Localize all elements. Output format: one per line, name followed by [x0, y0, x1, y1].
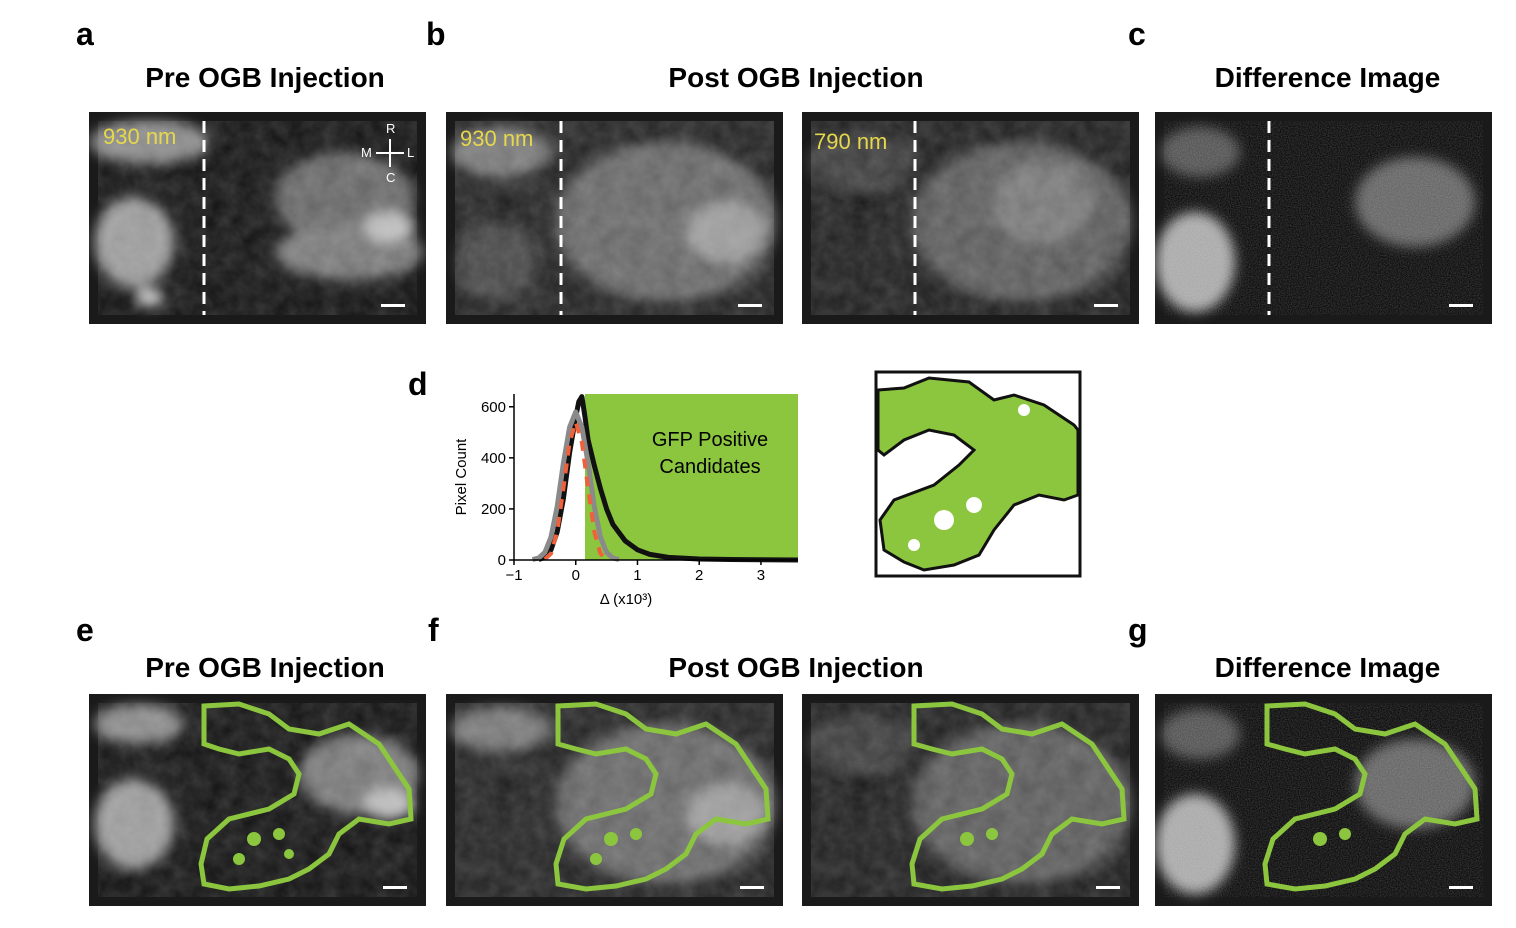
scale-bar: [383, 886, 407, 889]
title-diff-bottom: Difference Image: [1214, 652, 1441, 683]
title-pre-bottom: Pre OGB Injection: [145, 652, 385, 683]
panel-letter-f: f: [428, 612, 439, 648]
svg-text:C: C: [386, 170, 395, 185]
wavelength-label: 790 nm: [814, 129, 887, 154]
panel-letter-e: e: [76, 612, 94, 648]
scale-bar: [1449, 304, 1473, 307]
title-post-bottom: Post OGB Injection: [668, 652, 924, 683]
title-pre-top: Pre OGB Injection: [145, 62, 385, 93]
image-post-overlay-790: [802, 694, 1139, 906]
series-line-2: [531, 409, 620, 562]
scale-bar: [1096, 886, 1120, 889]
scale-bar: [740, 886, 764, 889]
y-tick-label: 600: [481, 399, 506, 416]
svg-text:R: R: [386, 121, 395, 136]
panel-letter-g: g: [1128, 612, 1148, 648]
wavelength-label: 930 nm: [460, 126, 533, 151]
gfp-mask-image: [874, 370, 1082, 580]
y-axis-label: Pixel Count: [453, 438, 470, 516]
gfp-region-label-line1: GFP Positive: [652, 429, 768, 451]
scale-bar: [381, 304, 405, 307]
image-pre-overlay: [89, 694, 426, 906]
x-tick-label: 2: [695, 567, 703, 584]
image-difference-overlay: [1155, 694, 1492, 906]
wavelength-label: 930 nm: [103, 124, 176, 149]
histogram-chart: GFP Positive Candidates −1 0 1 2 3 0 200 400 600 Δ …: [440, 380, 820, 620]
x-tick-label: 1: [633, 567, 641, 584]
image-post-930: 930 nm: [446, 112, 783, 324]
y-tick-label: 400: [481, 450, 506, 467]
panel-letter-a: a: [76, 16, 94, 52]
series-line-1: [537, 394, 799, 563]
scale-bar: [1094, 304, 1118, 307]
image-post-790: 790 nm: [802, 112, 1139, 324]
gfp-region-label-line2: Candidates: [659, 456, 760, 478]
panel-letter-c: c: [1128, 16, 1146, 52]
panel-letter-d: d: [408, 366, 428, 402]
y-tick-label: 0: [498, 552, 506, 569]
y-tick-label: 200: [481, 501, 506, 518]
title-diff-top: Difference Image: [1214, 62, 1441, 93]
series-line-3: [543, 420, 608, 561]
svg-text:M: M: [361, 145, 372, 160]
panel-letter-b: b: [426, 16, 446, 52]
title-post-top: Post OGB Injection: [668, 62, 924, 93]
image-difference-top: [1155, 112, 1492, 324]
scale-bar: [738, 304, 762, 307]
svg-text:L: L: [407, 145, 414, 160]
x-axis-label: Δ (x10³): [600, 591, 653, 608]
x-tick-label: 3: [757, 567, 765, 584]
compass-icon: R C M L: [361, 121, 414, 185]
image-post-overlay-930: [446, 694, 783, 906]
image-pre-930: 930 nm R C M L: [89, 112, 426, 324]
scale-bar: [1449, 886, 1473, 889]
x-tick-label: −1: [505, 567, 522, 584]
x-tick-label: 0: [572, 567, 580, 584]
